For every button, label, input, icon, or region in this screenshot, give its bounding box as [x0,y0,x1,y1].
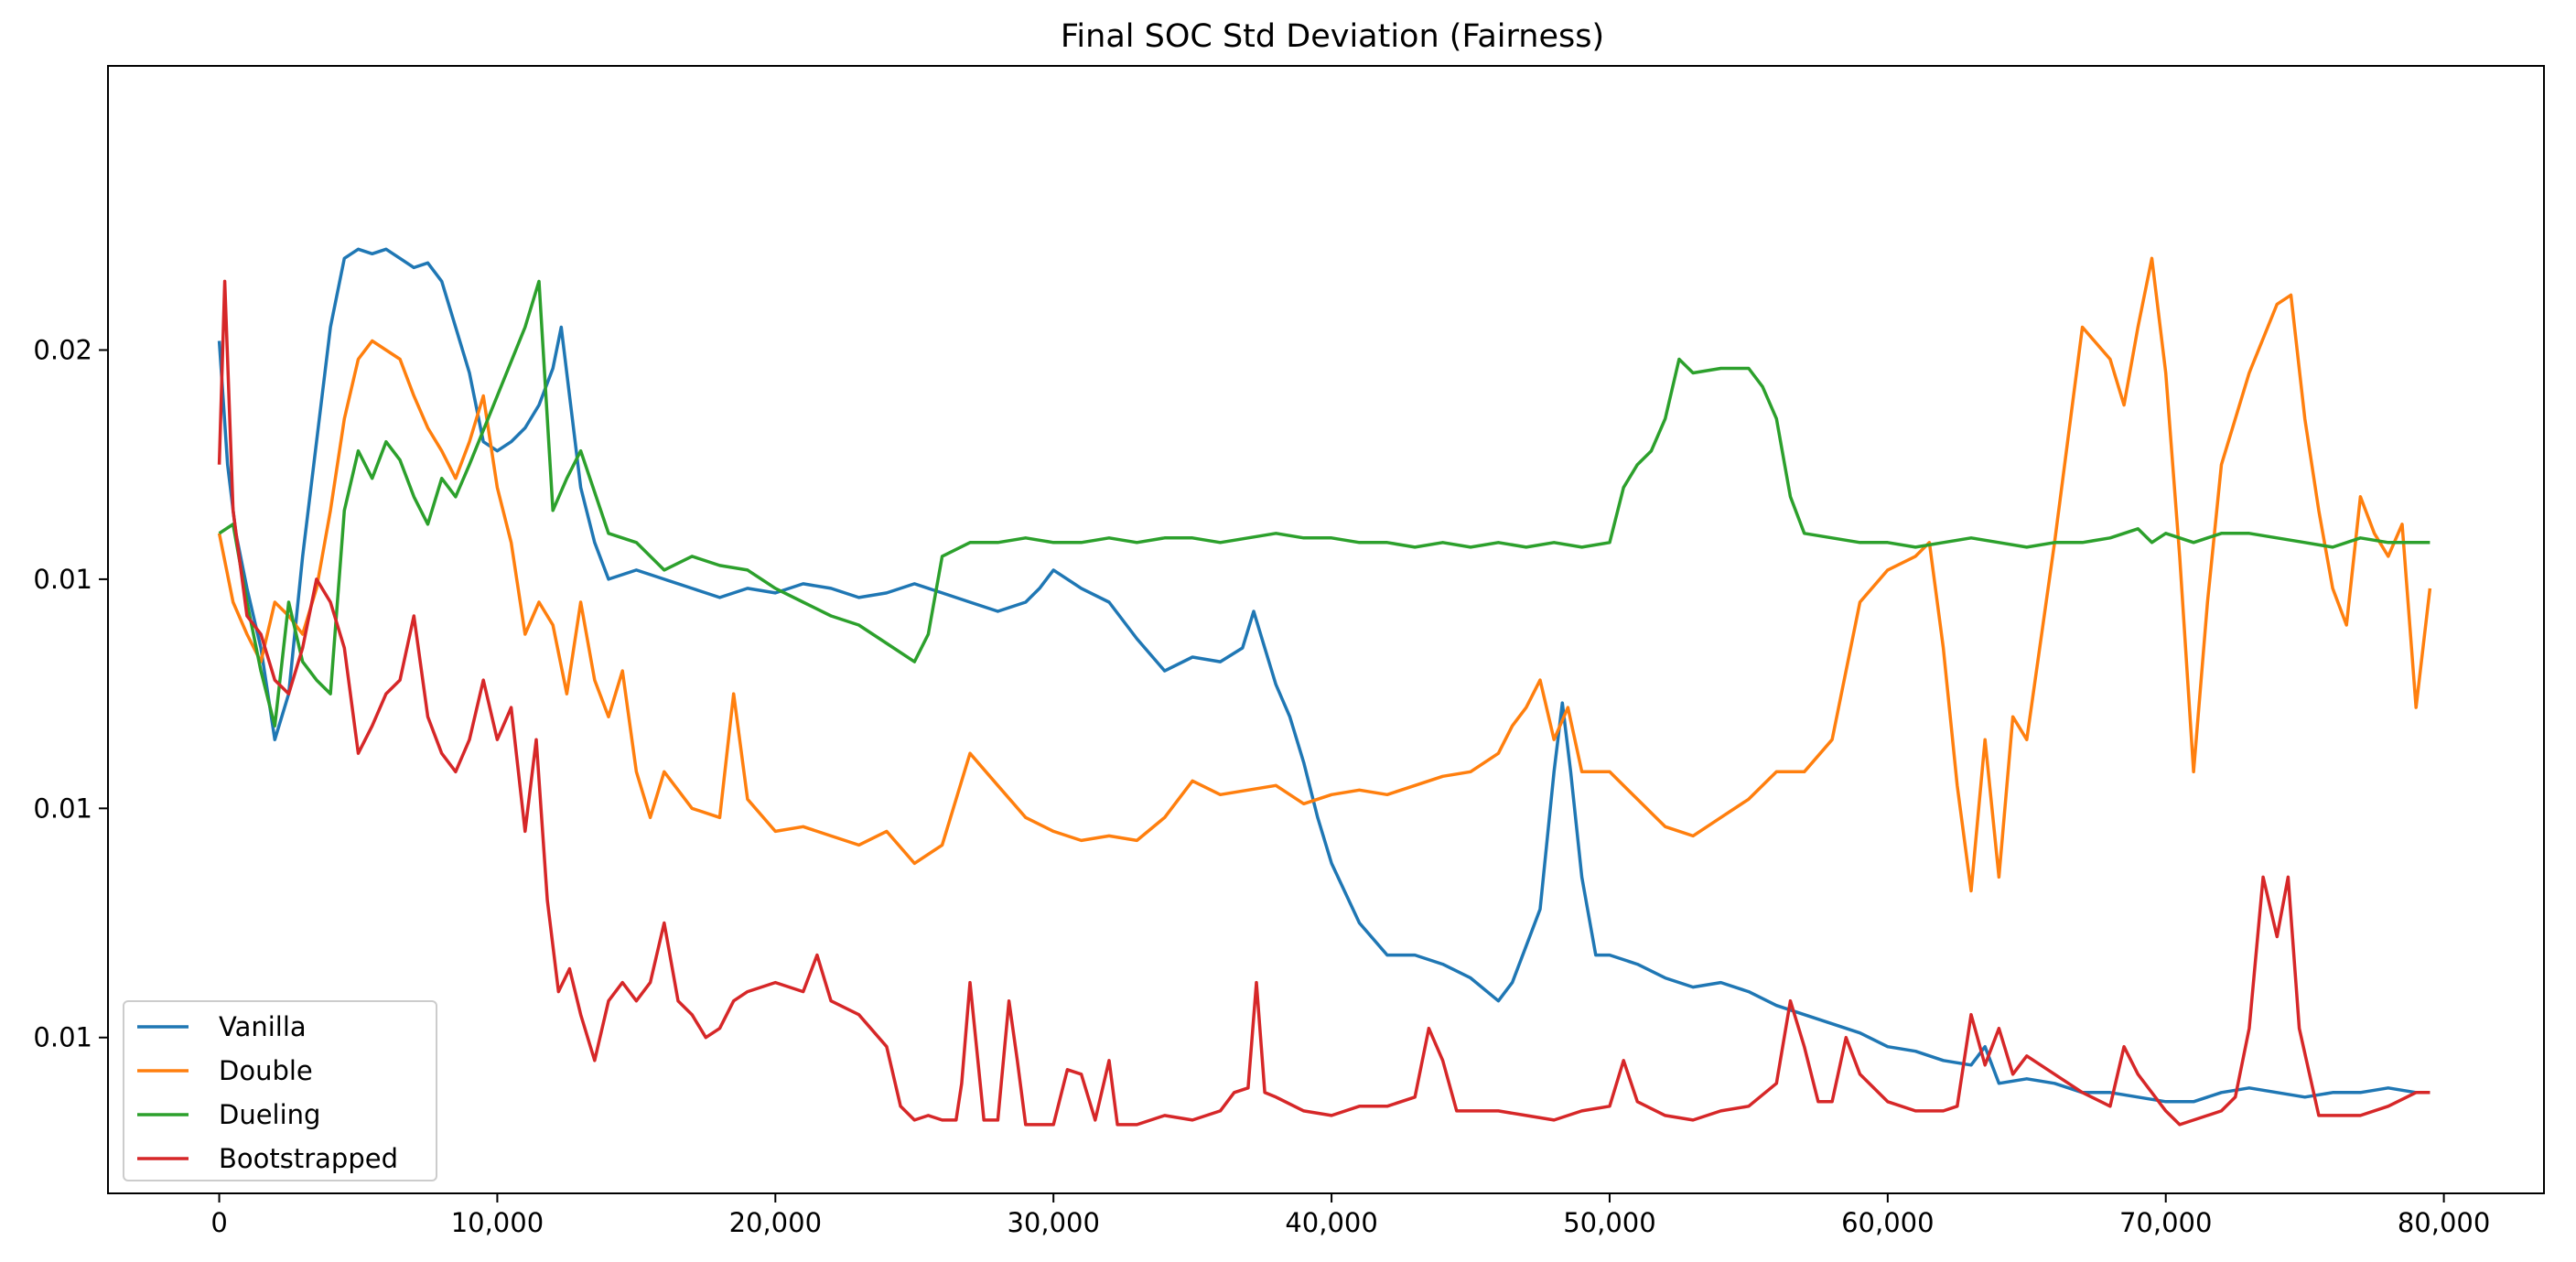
legend-label-bootstrapped: Bootstrapped [219,1143,398,1174]
series-line-vanilla [217,247,2430,1104]
legend-label-dueling: Dueling [219,1099,320,1130]
y-axis: 0.01 0.01 0.01 0.02 [33,335,108,1053]
x-tick-label: 70,000 [2119,1207,2212,1238]
x-axis: 0 10,000 20,000 30,000 40,000 50,000 60,000 70,… [210,1193,2490,1238]
x-tick-label: 40,000 [1285,1207,1377,1238]
y-tick-label: 0.02 [33,335,92,366]
axes-frame [107,65,2545,1194]
series-line-bootstrapped [217,279,2430,1127]
x-tick-label: 0 [210,1207,227,1238]
series-line-double [217,256,2432,893]
y-tick-label: 0.01 [33,564,92,595]
x-tick-label: 60,000 [1841,1207,1934,1238]
y-tick-label: 0.01 [33,1022,92,1053]
legend-label-vanilla: Vanilla [219,1011,307,1042]
y-tick-label: 0.01 [33,793,92,824]
plot-area [217,247,2432,1127]
x-tick-label: 50,000 [1563,1207,1655,1238]
x-tick-label: 30,000 [1007,1207,1099,1238]
legend-label-double: Double [219,1055,313,1086]
series-line-dueling [218,279,2430,728]
x-tick-label: 20,000 [729,1207,822,1238]
x-tick-label: 10,000 [451,1207,544,1238]
legend: Vanilla Double Dueling Bootstrapped [123,1000,437,1181]
x-tick-label: 80,000 [2398,1207,2490,1238]
chart-title: Final SOC Std Deviation (Fairness) [1061,18,1604,55]
legend-box [123,1000,437,1181]
